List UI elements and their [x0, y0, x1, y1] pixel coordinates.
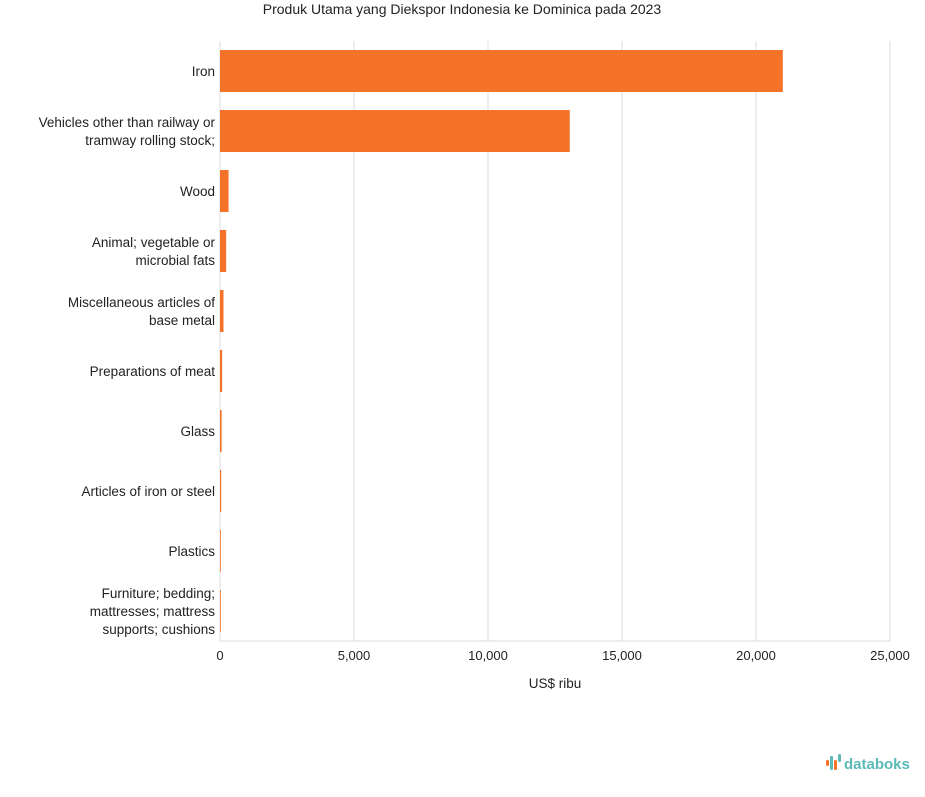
- category-label: Plastics: [168, 544, 215, 559]
- logo-mark: [830, 756, 833, 770]
- bar: [220, 530, 221, 572]
- x-tick-label: 20,000: [736, 648, 776, 663]
- category-label: Preparations of meat: [90, 364, 216, 379]
- logo-mark: [834, 760, 837, 770]
- bar: [220, 170, 229, 212]
- databoks-brand-name: databoks: [844, 756, 910, 773]
- x-tick-label: 5,000: [338, 648, 371, 663]
- category-label: Articles of iron or steel: [81, 484, 215, 499]
- x-axis-label: US$ ribu: [529, 676, 582, 691]
- bar: [220, 110, 570, 152]
- category-label: Wood: [180, 184, 215, 199]
- logo-mark: [838, 754, 841, 762]
- bar: [220, 410, 222, 452]
- databoks-logo: databoks: [826, 754, 910, 773]
- chart-title: Produk Utama yang Diekspor Indonesia ke …: [263, 1, 662, 17]
- bar: [220, 590, 221, 632]
- category-label: Miscellaneous articles of base metal: [68, 295, 215, 328]
- x-tick-label: 0: [216, 648, 223, 663]
- category-label: Iron: [192, 64, 215, 79]
- category-label: Furniture; bedding; mattresses; mattress s…: [90, 586, 216, 637]
- bars: [220, 50, 783, 632]
- logo-mark: [826, 760, 829, 766]
- databoks-logo-icon: [826, 754, 841, 770]
- category-labels: Iron Vehicles other than railway or tramwa…: [39, 64, 216, 637]
- x-tick-label: 10,000: [468, 648, 508, 663]
- x-tick-label: 15,000: [602, 648, 642, 663]
- category-label: Glass: [180, 424, 215, 439]
- category-label: Vehicles other than railway or tramway ro…: [39, 115, 216, 148]
- bar: [220, 50, 783, 92]
- bar: [220, 350, 223, 392]
- bar: [220, 230, 227, 272]
- category-label: Animal; vegetable or microbial fats: [92, 235, 216, 268]
- bar: [220, 470, 222, 512]
- x-tick-labels: 0 5,000 10,000 15,000 20,000 25,000: [216, 648, 910, 663]
- x-tick-label: 25,000: [870, 648, 910, 663]
- bar: [220, 290, 224, 332]
